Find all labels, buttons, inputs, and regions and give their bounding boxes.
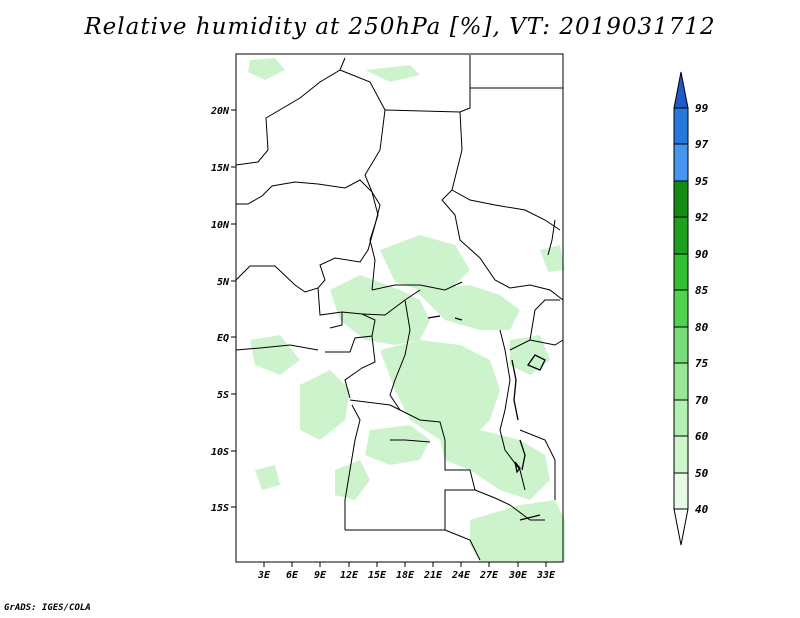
- legend-band-70-75: [673, 362, 689, 401]
- lat-label-10s: 10S: [211, 447, 229, 458]
- legend-arrow-bottom: [673, 508, 689, 546]
- map-frame: [235, 53, 564, 563]
- lon-label-33e: 33E: [536, 570, 556, 581]
- color-legend: [673, 71, 689, 546]
- lat-label-15s: 15S: [211, 503, 229, 514]
- lat-label-15n: 15N: [211, 163, 230, 174]
- legend-band-80-85: [673, 289, 689, 328]
- lon-axis: 3E 6E 9E 12E 15E 18E 21E 24E 27E 30E 33E: [257, 562, 556, 581]
- lon-label-30e: 30E: [508, 570, 528, 581]
- legend-label-40: 40: [695, 503, 709, 516]
- lat-label-5n: 5N: [217, 277, 230, 288]
- lat-label-5s: 5S: [217, 390, 229, 401]
- legend-label-92: 92: [695, 211, 709, 224]
- lakes: [427, 315, 546, 521]
- lon-label-21e: 21E: [423, 570, 443, 581]
- lon-label-15e: 15E: [368, 570, 387, 581]
- grads-credit: GrADS: IGES/COLA: [4, 603, 91, 613]
- legend-band-92-95: [673, 180, 689, 218]
- legend-label-75: 75: [695, 357, 709, 370]
- legend-band-95-97: [673, 143, 689, 182]
- lon-label-18e: 18E: [396, 570, 415, 581]
- lon-label-24e: 24E: [451, 570, 471, 581]
- legend-label-97: 97: [695, 138, 709, 151]
- lon-label-6e: 6E: [286, 570, 299, 581]
- lat-label-10n: 10N: [211, 220, 230, 231]
- legend-arrow-top: [673, 71, 689, 109]
- legend-band-75-80: [673, 326, 689, 364]
- lat-label-20n: 20N: [210, 106, 230, 117]
- country-borders: [235, 55, 564, 561]
- lat-axis: 20N 15N 10N 5N EQ 5S 10S 15S: [210, 106, 236, 514]
- legend-label-99: 99: [695, 102, 709, 115]
- lat-label-eq: EQ: [217, 333, 229, 344]
- legend-label-60: 60: [695, 430, 709, 443]
- legend-label-50: 50: [695, 467, 709, 480]
- legend-labels: 99 97 95 92 90 85 80 75 70 60 50 40: [695, 102, 709, 516]
- lon-label-9e: 9E: [314, 570, 327, 581]
- legend-band-97-99: [673, 107, 689, 145]
- lon-label-12e: 12E: [340, 570, 359, 581]
- legend-label-85: 85: [695, 284, 709, 297]
- legend-band-90-92: [673, 216, 689, 255]
- legend-band-50-60: [673, 435, 689, 474]
- legend-label-70: 70: [695, 394, 709, 407]
- legend-label-90: 90: [695, 248, 709, 261]
- legend-label-95: 95: [695, 175, 709, 188]
- legend-band-40-50: [673, 472, 689, 510]
- legend-band-60-70: [673, 399, 689, 437]
- legend-band-85-90: [673, 253, 689, 291]
- legend-label-80: 80: [695, 321, 709, 334]
- lon-label-3e: 3E: [257, 570, 271, 581]
- map-title: Relative humidity at 250hPa [%], VT: 201…: [84, 14, 716, 40]
- lon-label-27e: 27E: [479, 570, 499, 581]
